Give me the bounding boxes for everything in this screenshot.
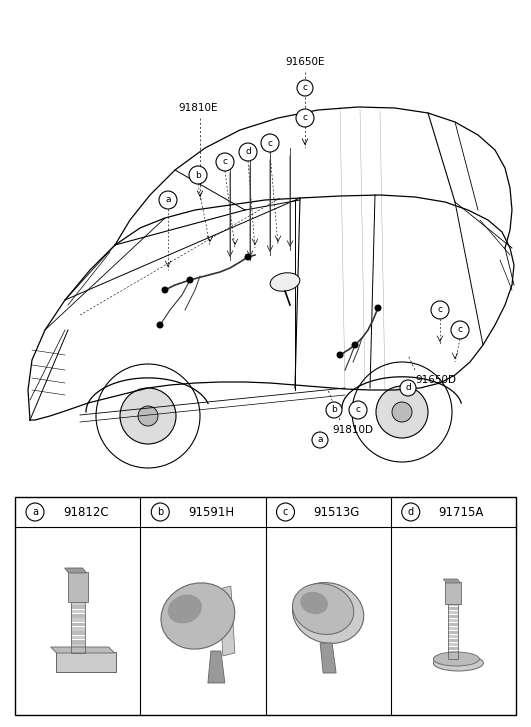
FancyBboxPatch shape [448,647,458,651]
Circle shape [297,80,313,96]
Text: c: c [458,326,463,334]
Circle shape [239,143,257,161]
FancyBboxPatch shape [71,610,84,614]
FancyBboxPatch shape [448,651,458,654]
Polygon shape [50,647,115,653]
FancyBboxPatch shape [446,582,461,604]
Polygon shape [208,651,225,683]
Circle shape [349,401,367,419]
FancyBboxPatch shape [448,631,458,635]
Circle shape [26,503,44,521]
FancyBboxPatch shape [71,648,84,652]
FancyBboxPatch shape [71,619,84,622]
Circle shape [186,276,193,284]
Text: b: b [195,171,201,180]
Text: b: b [157,507,164,517]
Circle shape [120,388,176,444]
FancyBboxPatch shape [448,611,458,614]
Text: c: c [303,113,307,123]
Text: c: c [222,158,227,166]
Ellipse shape [168,595,202,624]
Polygon shape [443,579,460,583]
Circle shape [352,342,358,348]
Circle shape [451,321,469,339]
Circle shape [326,402,342,418]
Circle shape [392,402,412,422]
Ellipse shape [293,582,364,643]
FancyBboxPatch shape [448,655,458,659]
Polygon shape [65,568,87,573]
FancyBboxPatch shape [71,635,84,639]
FancyBboxPatch shape [71,640,84,643]
FancyBboxPatch shape [448,615,458,619]
Circle shape [312,432,328,448]
Circle shape [402,503,419,521]
FancyBboxPatch shape [56,652,116,672]
Ellipse shape [293,584,354,635]
Text: c: c [283,507,288,517]
Text: 91650E: 91650E [285,57,324,67]
Circle shape [374,305,381,311]
FancyBboxPatch shape [71,601,84,605]
Text: 91513G: 91513G [313,505,359,518]
Circle shape [157,321,164,329]
FancyBboxPatch shape [448,627,458,630]
FancyBboxPatch shape [448,603,458,606]
Circle shape [261,134,279,152]
Text: b: b [331,406,337,414]
Ellipse shape [161,583,235,649]
Circle shape [400,380,416,396]
Circle shape [151,503,169,521]
FancyBboxPatch shape [448,643,458,646]
FancyBboxPatch shape [448,635,458,638]
Circle shape [337,351,344,358]
Text: 91650D: 91650D [415,375,456,385]
Text: 91591H: 91591H [188,505,234,518]
FancyBboxPatch shape [67,572,88,602]
Text: a: a [317,435,323,444]
FancyBboxPatch shape [448,607,458,611]
Circle shape [296,109,314,127]
Text: c: c [303,84,307,92]
Text: d: d [408,507,414,517]
Circle shape [277,503,295,521]
Ellipse shape [433,655,483,671]
FancyBboxPatch shape [71,644,84,648]
Circle shape [431,301,449,319]
Text: c: c [438,305,442,315]
FancyBboxPatch shape [448,639,458,643]
Circle shape [244,254,252,260]
Circle shape [159,191,177,209]
FancyBboxPatch shape [448,619,458,622]
Ellipse shape [270,273,300,292]
Text: 91810D: 91810D [332,425,373,435]
FancyBboxPatch shape [71,606,84,609]
Text: c: c [355,406,361,414]
Polygon shape [219,586,235,656]
Circle shape [216,153,234,171]
FancyBboxPatch shape [71,627,84,631]
Circle shape [138,406,158,426]
Text: d: d [245,148,251,156]
Text: d: d [405,384,411,393]
Ellipse shape [433,652,479,666]
Ellipse shape [301,592,328,614]
FancyBboxPatch shape [71,622,84,627]
Circle shape [352,362,452,462]
Text: a: a [165,196,171,204]
Circle shape [376,386,428,438]
FancyBboxPatch shape [71,631,84,635]
FancyBboxPatch shape [15,497,516,715]
FancyBboxPatch shape [71,614,84,618]
Text: c: c [268,139,272,148]
Circle shape [189,166,207,184]
Circle shape [161,286,168,294]
Circle shape [96,364,200,468]
Text: 91812C: 91812C [63,505,108,518]
Text: a: a [32,507,38,517]
Text: 91715A: 91715A [439,505,484,518]
Polygon shape [320,643,336,673]
Text: 91810E: 91810E [178,103,218,113]
FancyBboxPatch shape [448,623,458,627]
